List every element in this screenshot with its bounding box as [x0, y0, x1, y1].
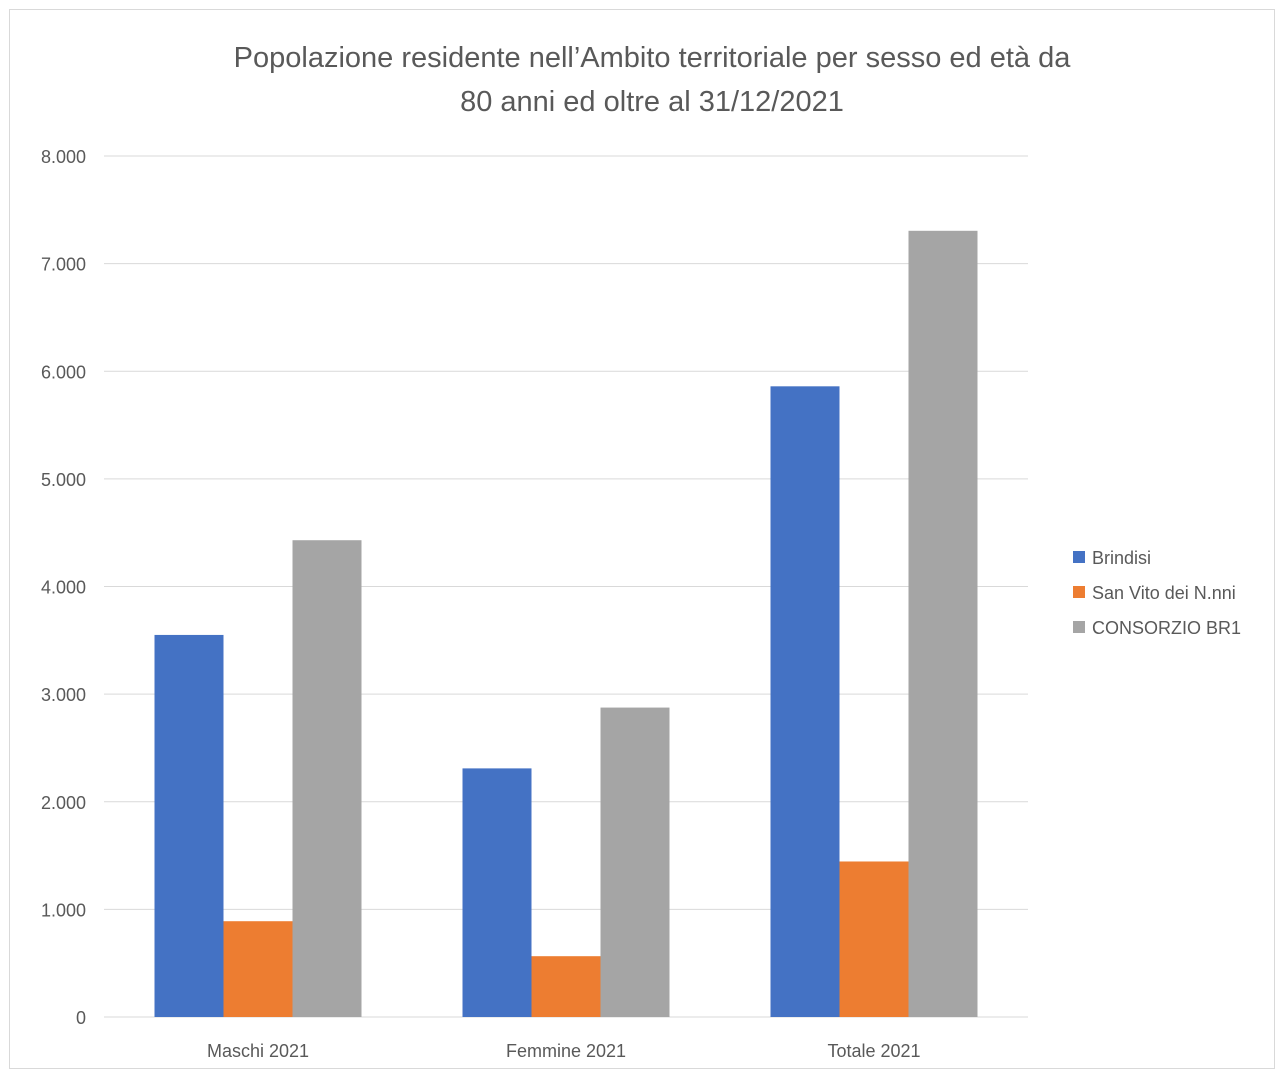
legend-label: CONSORZIO BR1	[1092, 618, 1241, 638]
bar	[600, 707, 670, 1017]
bar	[292, 540, 362, 1017]
legend-swatch	[1073, 621, 1085, 633]
y-tick-label: 2.000	[41, 793, 86, 813]
y-tick-label: 1.000	[41, 900, 86, 920]
y-tick-label: 5.000	[41, 470, 86, 490]
y-axis-tick-labels: 0 1.000 2.000 3.000 4.000 5.000 6.000 7.000 8.00…	[41, 147, 86, 1028]
bar	[531, 956, 601, 1017]
bars	[154, 230, 978, 1017]
bar	[770, 386, 840, 1017]
x-axis-tick-labels: Maschi 2021 Femmine 2021 Totale 2021	[207, 1041, 921, 1061]
legend-label: Brindisi	[1092, 548, 1151, 568]
y-tick-label: 7.000	[41, 255, 86, 275]
x-tick-label: Totale 2021	[827, 1041, 920, 1061]
legend-swatch	[1073, 586, 1085, 598]
chart-title-line-1: Popolazione residente nell’Ambito territ…	[234, 42, 1072, 74]
legend: Brindisi San Vito dei N.nni CONSORZIO BR1	[1073, 548, 1241, 638]
y-tick-label: 0	[76, 1008, 86, 1028]
legend-swatch	[1073, 551, 1085, 563]
y-tick-label: 3.000	[41, 685, 86, 705]
chart-title-line-2: 80 anni ed oltre al 31/12/2021	[460, 86, 844, 118]
y-tick-label: 4.000	[41, 578, 86, 598]
bar	[154, 634, 224, 1017]
bar	[839, 861, 909, 1017]
bar	[908, 230, 978, 1017]
x-tick-label: Femmine 2021	[506, 1041, 626, 1061]
legend-label: San Vito dei N.nni	[1092, 583, 1236, 603]
bar	[223, 921, 293, 1017]
x-tick-label: Maschi 2021	[207, 1041, 309, 1061]
bar	[462, 768, 532, 1017]
y-tick-label: 8.000	[41, 147, 86, 167]
y-tick-label: 6.000	[41, 362, 86, 382]
